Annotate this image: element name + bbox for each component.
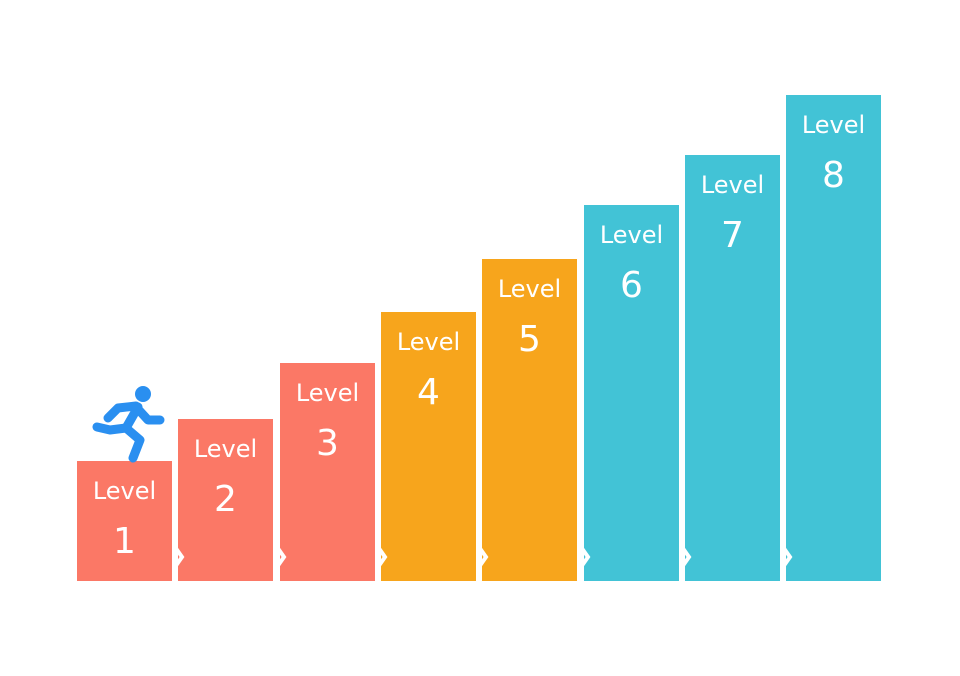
step-block (786, 95, 881, 581)
step-number: 5 (518, 319, 541, 360)
step-chevron (376, 545, 388, 569)
step-block (685, 155, 780, 581)
step-number: 8 (822, 155, 845, 196)
step-number: 2 (214, 479, 237, 520)
step-label: Level (498, 275, 561, 303)
step-block (381, 312, 476, 581)
step-block (584, 205, 679, 581)
step: Level 2 (173, 419, 273, 581)
step: Level 5 (477, 259, 577, 581)
step-number: 1 (113, 521, 136, 562)
step-label: Level (93, 477, 156, 505)
step-block (280, 363, 375, 581)
step-number: 4 (417, 372, 440, 413)
step-chevron (579, 545, 591, 569)
step: Level 8 (781, 95, 881, 581)
step-number: 7 (721, 215, 744, 256)
step-label: Level (296, 379, 359, 407)
step-label: Level (600, 221, 663, 249)
step-label: Level (802, 111, 865, 139)
runner-icon (92, 386, 165, 463)
step-chevron (680, 545, 692, 569)
step-label: Level (397, 328, 460, 356)
step: Level 4 (376, 312, 476, 581)
step-block (178, 419, 273, 581)
steps: Level1Level2Level3Level4Level5Level6Leve… (77, 95, 881, 581)
step-number: 3 (316, 423, 339, 464)
step: Level 1 (77, 461, 172, 581)
step: Level 3 (275, 363, 375, 581)
step-block (77, 461, 172, 581)
step-block (482, 259, 577, 581)
step-chevron (173, 545, 185, 569)
step-chevron (275, 545, 287, 569)
step-number: 6 (620, 265, 643, 306)
step: Level 6 (579, 205, 679, 581)
step-label: Level (701, 171, 764, 199)
step-chevron (781, 545, 793, 569)
step: Level 7 (680, 155, 780, 581)
step-label: Level (194, 435, 257, 463)
step-chevron (477, 545, 489, 569)
